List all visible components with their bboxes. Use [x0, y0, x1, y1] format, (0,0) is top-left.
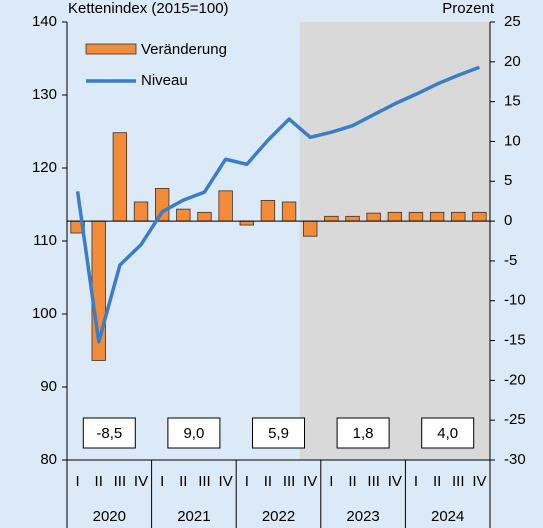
- x-tick-label: I: [245, 473, 249, 490]
- x-tick-label: IV: [303, 473, 317, 490]
- y2-tick-label: 25: [504, 13, 521, 30]
- y-tick-label: 80: [40, 451, 57, 468]
- bar: [472, 211, 487, 222]
- x-tick-label: I: [414, 473, 418, 490]
- x-tick-label: II: [348, 473, 356, 490]
- year-label: 2024: [431, 508, 464, 525]
- x-tick-label: IV: [472, 473, 486, 490]
- y2-tick-label: 0: [504, 212, 512, 229]
- bar: [133, 201, 149, 222]
- y2-tick-label: -5: [504, 252, 517, 269]
- legend-label: Veränderung: [141, 41, 227, 58]
- y2-tick-label: 5: [504, 172, 512, 189]
- bar: [281, 201, 297, 222]
- bar: [112, 132, 128, 222]
- right-axis-label: Prozent: [442, 0, 495, 17]
- year-label: 2023: [346, 508, 379, 525]
- y-tick-label: 110: [33, 232, 57, 249]
- bar: [239, 220, 254, 226]
- y2-tick-label: -15: [504, 332, 526, 349]
- legend-label: Niveau: [141, 72, 188, 89]
- x-tick-label: IV: [388, 473, 402, 490]
- x-tick-label: IV: [134, 473, 148, 490]
- annual-label: 5,9: [268, 425, 289, 442]
- x-tick-label: II: [264, 473, 272, 490]
- x-tick-label: III: [283, 473, 296, 490]
- annual-box: [252, 417, 305, 449]
- bar: [197, 211, 212, 222]
- bar: [366, 212, 381, 222]
- bar: [176, 208, 191, 222]
- x-tick-label: III: [198, 473, 211, 490]
- x-tick-label: II: [95, 473, 103, 490]
- x-tick-label: II: [179, 473, 187, 490]
- left-axis-label: Kettenindex (2015=100): [68, 0, 229, 17]
- y2-tick-label: 10: [504, 132, 521, 149]
- x-tick-label: I: [329, 473, 333, 490]
- bar: [429, 211, 445, 222]
- year-label: 2022: [262, 508, 295, 525]
- y2-tick-label: 15: [504, 93, 521, 110]
- annual-box: [167, 417, 221, 449]
- y-tick-label: 130: [32, 86, 57, 103]
- forecast-shading: [299, 22, 490, 460]
- year-label: 2020: [93, 508, 126, 525]
- x-tick-label: III: [114, 473, 127, 490]
- y2-tick-label: -10: [504, 292, 526, 309]
- y-tick-label: 100: [32, 305, 57, 322]
- y-tick-label: 90: [40, 378, 57, 395]
- annual-label: 1,8: [353, 425, 374, 442]
- x-tick-label: III: [452, 473, 465, 490]
- bar: [260, 199, 276, 222]
- x-tick-label: II: [433, 473, 441, 490]
- y2-tick-label: -25: [504, 411, 526, 428]
- bar: [345, 215, 360, 222]
- legend-swatch: [85, 43, 137, 55]
- line: [75, 65, 481, 344]
- y2-tick-label: 20: [504, 53, 521, 70]
- x-tick-label: IV: [219, 473, 233, 490]
- bar: [324, 215, 339, 222]
- y2-tick-label: -20: [504, 371, 526, 388]
- bar: [387, 211, 402, 222]
- x-tick-label: III: [367, 473, 380, 490]
- annual-label: 9,0: [183, 425, 204, 442]
- year-label: 2021: [177, 508, 210, 525]
- annual-label: 4,0: [437, 425, 458, 442]
- x-tick-label: I: [75, 473, 79, 490]
- annual-box: [336, 417, 390, 449]
- bar: [303, 220, 318, 237]
- y-tick-label: 140: [32, 13, 57, 30]
- y2-tick-label: -30: [504, 451, 526, 468]
- annual-label: -8,5: [96, 425, 122, 442]
- bar: [218, 190, 233, 222]
- x-tick-label: I: [160, 473, 164, 490]
- bar: [451, 211, 466, 222]
- y-tick-label: 120: [32, 159, 57, 176]
- annual-box: [421, 417, 475, 449]
- annual-box: [82, 417, 136, 449]
- bar: [408, 211, 424, 222]
